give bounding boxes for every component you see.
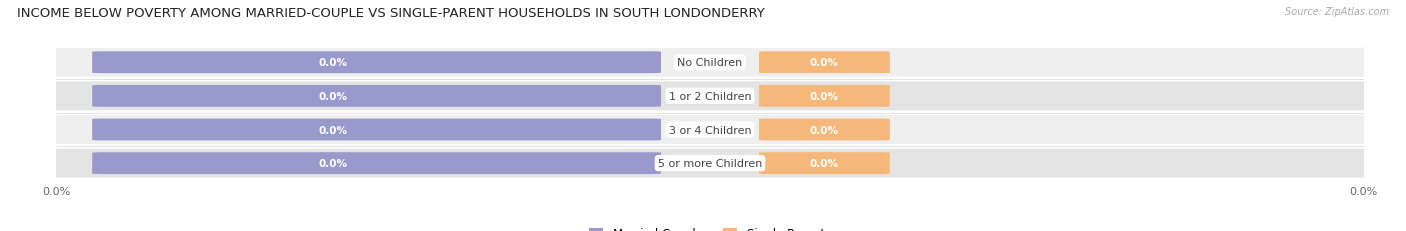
FancyBboxPatch shape — [759, 85, 890, 107]
Text: 0.0%: 0.0% — [810, 91, 839, 101]
Text: 3 or 4 Children: 3 or 4 Children — [669, 125, 751, 135]
FancyBboxPatch shape — [759, 52, 890, 74]
Text: 5 or more Children: 5 or more Children — [658, 158, 762, 168]
FancyBboxPatch shape — [93, 119, 661, 141]
FancyBboxPatch shape — [93, 152, 661, 174]
Text: 1 or 2 Children: 1 or 2 Children — [669, 91, 751, 101]
Text: 0.0%: 0.0% — [318, 91, 347, 101]
Text: 0.0%: 0.0% — [318, 158, 347, 168]
FancyBboxPatch shape — [759, 119, 890, 141]
Text: INCOME BELOW POVERTY AMONG MARRIED-COUPLE VS SINGLE-PARENT HOUSEHOLDS IN SOUTH L: INCOME BELOW POVERTY AMONG MARRIED-COUPL… — [17, 7, 765, 20]
Text: 0.0%: 0.0% — [810, 58, 839, 68]
FancyBboxPatch shape — [38, 82, 1382, 111]
FancyBboxPatch shape — [759, 152, 890, 174]
FancyBboxPatch shape — [93, 52, 661, 74]
FancyBboxPatch shape — [38, 149, 1382, 178]
Legend: Married Couples, Single Parents: Married Couples, Single Parents — [586, 224, 834, 231]
Text: Source: ZipAtlas.com: Source: ZipAtlas.com — [1285, 7, 1389, 17]
Text: 0.0%: 0.0% — [810, 125, 839, 135]
Text: 0.0%: 0.0% — [810, 158, 839, 168]
FancyBboxPatch shape — [93, 85, 661, 107]
Text: No Children: No Children — [678, 58, 742, 68]
FancyBboxPatch shape — [38, 49, 1382, 77]
FancyBboxPatch shape — [38, 116, 1382, 144]
Text: 0.0%: 0.0% — [318, 58, 347, 68]
Text: 0.0%: 0.0% — [318, 125, 347, 135]
